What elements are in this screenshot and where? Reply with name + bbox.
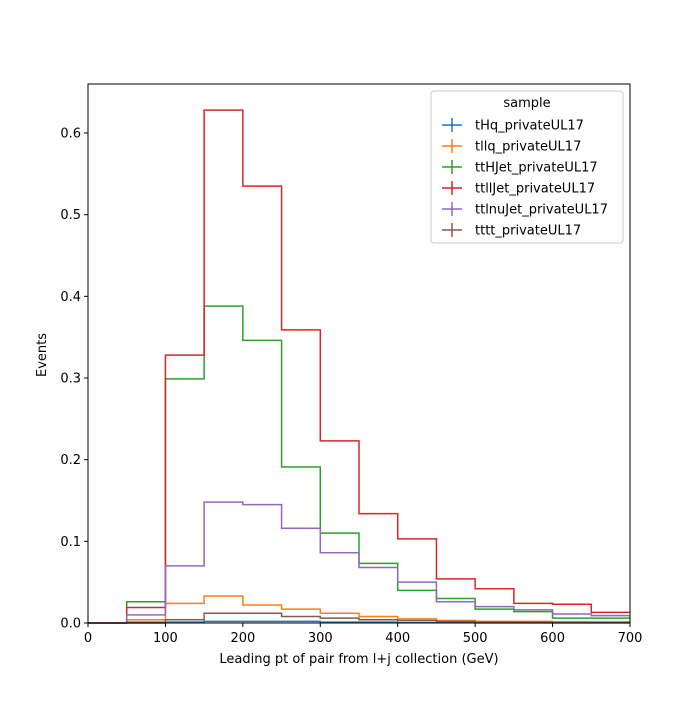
y-tick-label: 0.5 [60, 208, 81, 223]
series-line-ttllJet_privateUL17 [88, 109, 630, 624]
series-line-ttlnuJet_privateUL17 [88, 501, 630, 624]
x-tick-label: 200 [230, 631, 255, 646]
legend-label: tttt_privateUL17 [475, 224, 581, 239]
legend-item: ttHJet_privateUL17 [442, 160, 598, 176]
x-tick-label: 100 [153, 631, 178, 646]
legend: sample tHq_privateUL17 tllq_privateUL17tt… [430, 90, 624, 244]
x-tick-label: 700 [618, 631, 643, 646]
legend-item: ttlnuJet_privateUL17 [442, 202, 608, 218]
legend-item: ttllJet_privateUL17 [442, 181, 595, 197]
y-tick-label: 0.0 [60, 617, 81, 632]
x-tick-label: 500 [463, 631, 488, 646]
legend-label: tHq_privateUL17 [475, 119, 584, 134]
legend-label: ttlnuJet_privateUL17 [475, 203, 608, 218]
series-line-tllq_privateUL17 [88, 595, 630, 624]
y-tick-label: 0.4 [60, 290, 81, 305]
legend-label: ttHJet_privateUL17 [475, 161, 598, 176]
legend-item: tHq_privateUL17 [442, 118, 584, 134]
x-tick-label: 600 [540, 631, 565, 646]
legend-label: ttllJet_privateUL17 [475, 182, 595, 197]
y-axis-label: Events [35, 333, 50, 377]
x-tick-label: 400 [385, 631, 410, 646]
x-tick-label: 300 [308, 631, 333, 646]
x-axis-label: Leading pt of pair from l+j collection (… [219, 652, 498, 667]
legend-label: tllq_privateUL17 [475, 140, 581, 155]
y-tick-label: 0.1 [60, 535, 81, 550]
y-tick-label: 0.2 [60, 453, 81, 468]
legend-title: sample [503, 96, 550, 111]
x-axis: 0 100 200 300 400 500 600 700 [84, 623, 643, 646]
y-tick-label: 0.6 [60, 127, 81, 142]
y-axis: 0.0 0.1 0.2 0.3 0.4 0.5 0.6 [60, 127, 88, 632]
series-line-tttt_privateUL17 [88, 612, 630, 624]
legend-items: tHq_privateUL17 tllq_privateUL17 ttHJet_pr… [442, 118, 608, 239]
legend-item: tttt_privateUL17 [442, 223, 581, 239]
series-layer [88, 109, 630, 624]
legend-item: tllq_privateUL17 [442, 139, 581, 155]
x-tick-label: 0 [84, 631, 92, 646]
series-line-ttHJet_privateUL17 [88, 305, 630, 624]
legend-box [430, 90, 624, 244]
y-tick-label: 0.3 [60, 372, 81, 387]
plot-frame [87, 83, 631, 624]
